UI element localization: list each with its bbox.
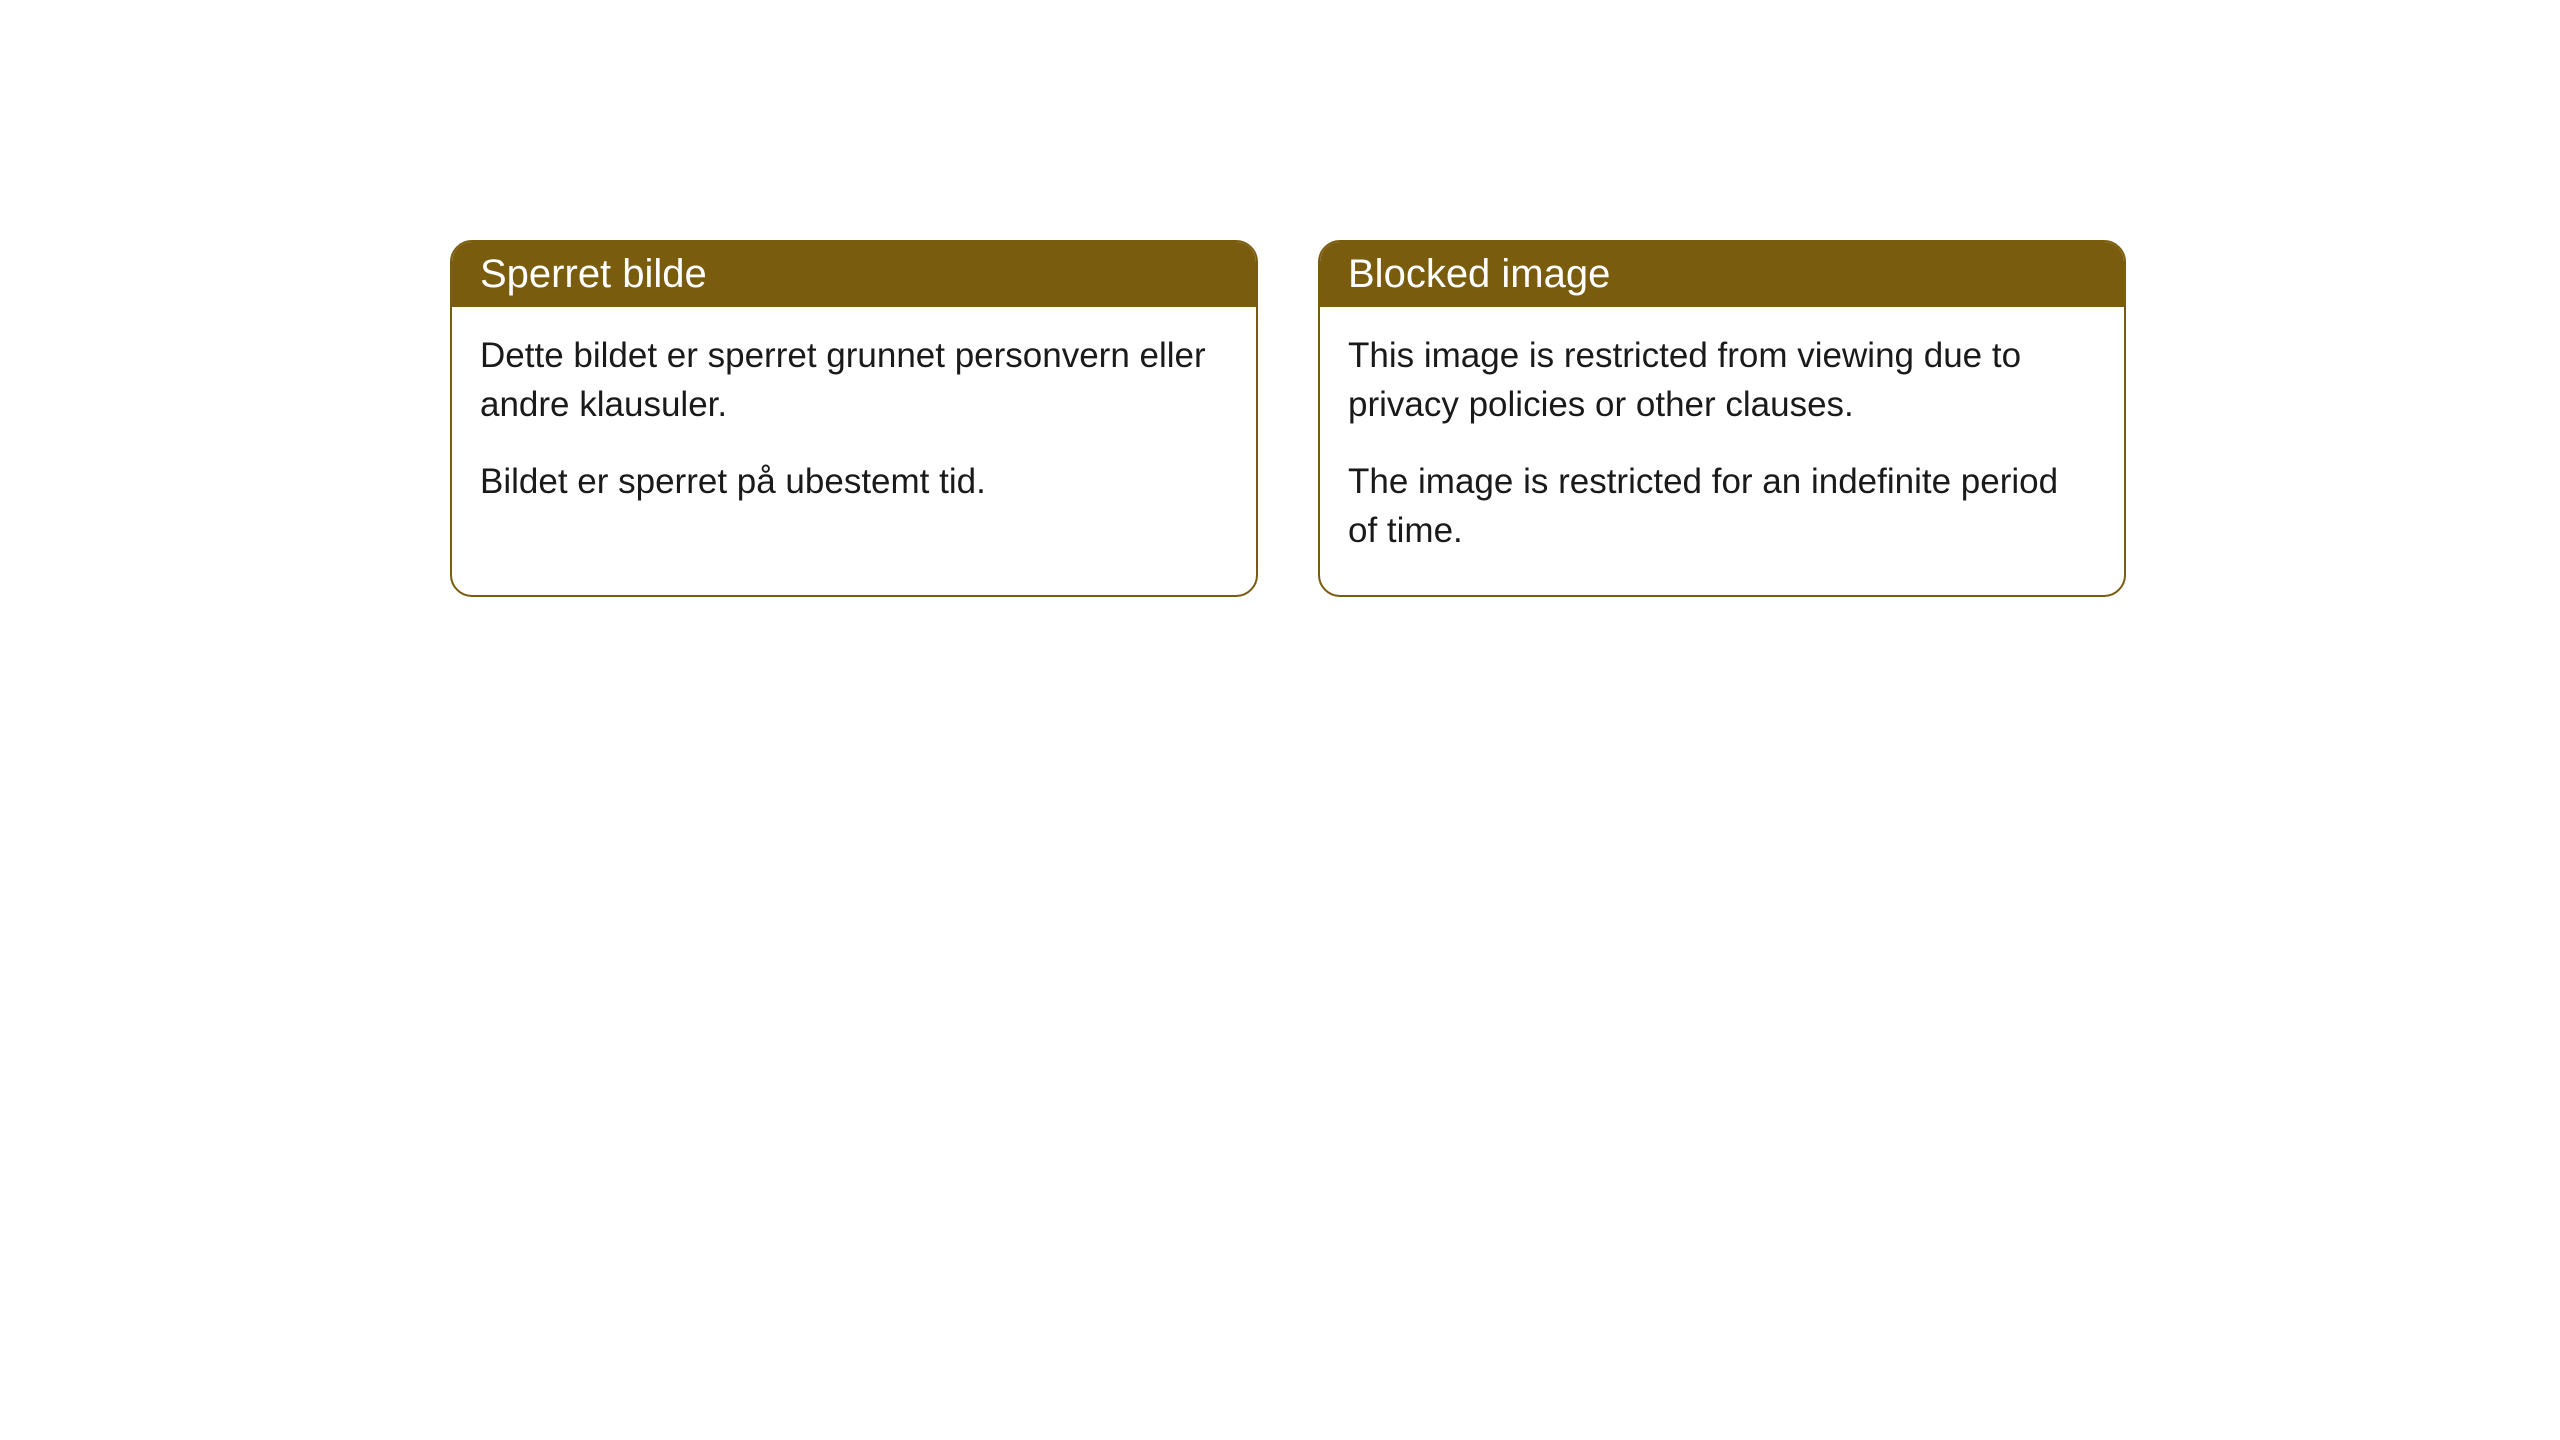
blocked-image-card-english: Blocked image This image is restricted f… [1318,240,2126,597]
card-header-norwegian: Sperret bilde [452,242,1256,307]
card-body-english: This image is restricted from viewing du… [1320,307,2124,595]
card-paragraph-2-english: The image is restricted for an indefinit… [1348,457,2096,555]
card-body-norwegian: Dette bildet er sperret grunnet personve… [452,307,1256,546]
card-header-english: Blocked image [1320,242,2124,307]
card-title-norwegian: Sperret bilde [480,252,707,296]
card-paragraph-1-english: This image is restricted from viewing du… [1348,331,2096,429]
card-paragraph-2-norwegian: Bildet er sperret på ubestemt tid. [480,457,1228,506]
blocked-image-card-norwegian: Sperret bilde Dette bildet er sperret gr… [450,240,1258,597]
cards-container: Sperret bilde Dette bildet er sperret gr… [450,240,2126,597]
card-title-english: Blocked image [1348,252,1610,296]
card-paragraph-1-norwegian: Dette bildet er sperret grunnet personve… [480,331,1228,429]
